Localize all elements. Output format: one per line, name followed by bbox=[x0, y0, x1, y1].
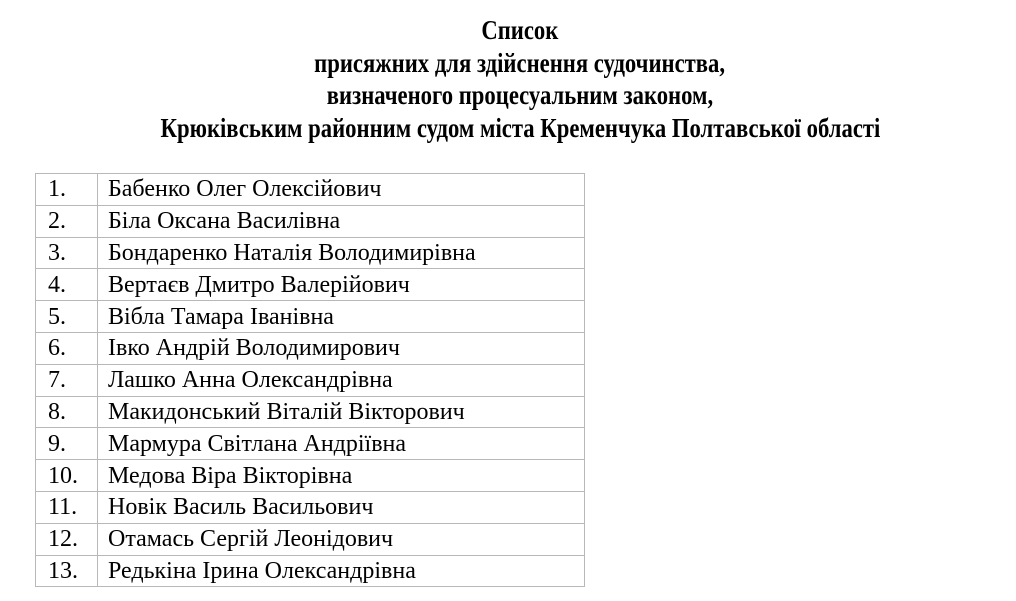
title-text: присяжних для здійснення судочинства, bbox=[314, 47, 726, 78]
juror-name: Бондаренко Наталія Володимирівна bbox=[97, 236, 585, 270]
table-row: 6. Івко Андрій Володимирович bbox=[35, 331, 585, 365]
row-number: 1. bbox=[35, 173, 98, 206]
row-number: 6. bbox=[35, 331, 98, 365]
table-row: 10. Медова Віра Вікторівна bbox=[35, 459, 585, 492]
document-title: Список присяжних для здійснення судочинс… bbox=[0, 14, 1016, 145]
table-row: 9. Мармура Світлана Андріївна bbox=[35, 427, 585, 461]
table-row: 1. Бабенко Олег Олексійович bbox=[35, 173, 585, 206]
row-number: 4. bbox=[35, 268, 98, 302]
table-row: 3. Бондаренко Наталія Володимирівна bbox=[35, 236, 585, 270]
title-line: Список bbox=[0, 14, 1016, 47]
table-row: 7. Лашко Анна Олександрівна bbox=[35, 363, 585, 397]
row-number: 7. bbox=[35, 363, 98, 397]
juror-name: Лашко Анна Олександрівна bbox=[97, 363, 585, 397]
juror-name: Отамась Сергій Леонідович bbox=[97, 522, 585, 556]
juror-name: Біла Оксана Василівна bbox=[97, 204, 585, 238]
title-line: Крюківським районним судом міста Кременч… bbox=[0, 112, 1016, 145]
row-number: 3. bbox=[35, 236, 98, 270]
table-row: 12. Отамась Сергій Леонідович bbox=[35, 522, 585, 556]
title-line: визначеного процесуальним законом, bbox=[0, 79, 1016, 112]
row-number: 8. bbox=[35, 395, 98, 429]
juror-name: Медова Віра Вікторівна bbox=[97, 459, 585, 492]
table-row: 2. Біла Оксана Василівна bbox=[35, 204, 585, 238]
table-row: 8. Макидонський Віталій Вікторович bbox=[35, 395, 585, 429]
row-number: 5. bbox=[35, 300, 98, 333]
table-row: 5. Вібла Тамара Іванівна bbox=[35, 300, 585, 333]
juror-name: Вертаєв Дмитро Валерійович bbox=[97, 268, 585, 302]
juror-name: Мармура Світлана Андріївна bbox=[97, 427, 585, 461]
row-number: 13. bbox=[35, 554, 98, 588]
title-text: Крюківським районним судом міста Кременч… bbox=[160, 113, 880, 144]
juror-name: Макидонський Віталій Вікторович bbox=[97, 395, 585, 429]
row-number: 9. bbox=[35, 427, 98, 461]
row-number: 12. bbox=[35, 522, 98, 556]
table-row: 13. Редькіна Ірина Олександрівна bbox=[35, 554, 585, 588]
table-row: 11. Новік Василь Васильович bbox=[35, 490, 585, 524]
juror-name: Вібла Тамара Іванівна bbox=[97, 300, 585, 333]
jurors-table: 1. Бабенко Олег Олексійович 2. Біла Оксана … bbox=[35, 173, 585, 588]
title-text: визначеного процесуальним законом, bbox=[326, 80, 714, 111]
row-number: 2. bbox=[35, 204, 98, 238]
juror-name: Івко Андрій Володимирович bbox=[97, 331, 585, 365]
title-text: Список bbox=[481, 15, 559, 45]
title-line: присяжних для здійснення судочинства, bbox=[0, 47, 1016, 80]
row-number: 11. bbox=[35, 490, 98, 524]
juror-name: Редькіна Ірина Олександрівна bbox=[97, 554, 585, 588]
table-row: 4. Вертаєв Дмитро Валерійович bbox=[35, 268, 585, 302]
juror-name: Новік Василь Васильович bbox=[97, 490, 585, 524]
juror-name: Бабенко Олег Олексійович bbox=[97, 173, 585, 206]
row-number: 10. bbox=[35, 459, 98, 492]
